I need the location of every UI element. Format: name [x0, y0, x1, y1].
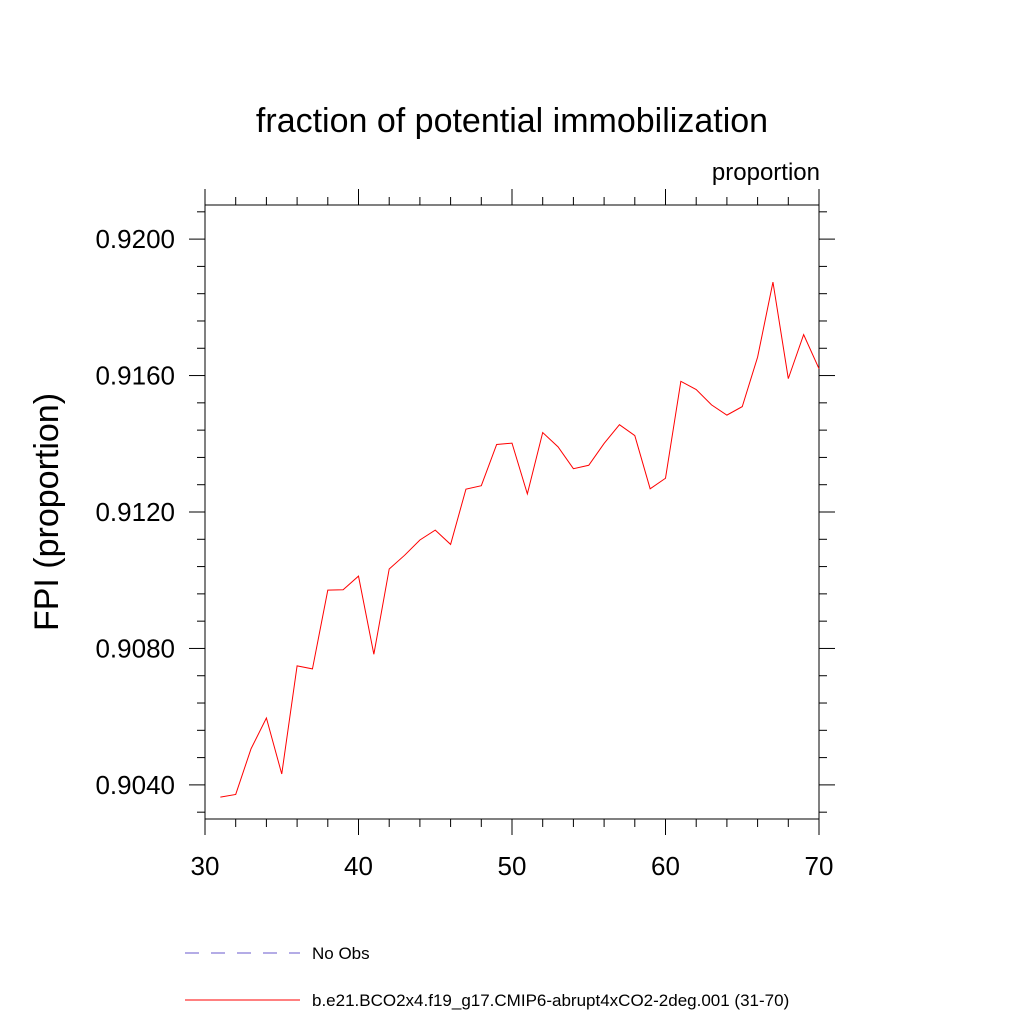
y-tick-label: 0.9200: [95, 224, 175, 254]
x-tick-label: 40: [344, 851, 373, 881]
axis-ticks: [189, 189, 835, 835]
y-tick-label: 0.9080: [95, 633, 175, 663]
y-tick-label: 0.9160: [95, 361, 175, 391]
units-label: proportion: [712, 159, 820, 186]
plot-border: [204, 204, 820, 820]
x-tick-label: 60: [651, 851, 680, 881]
x-tick-label: 50: [498, 851, 527, 881]
series-lines: [220, 281, 820, 798]
plot-frame: [204, 204, 820, 820]
legend-label: No Obs: [312, 944, 370, 963]
y-tick-label: 0.9120: [95, 497, 175, 527]
chart-title: fraction of potential immobilization: [256, 102, 768, 140]
legend: No Obs b.e21.BCO2x4.f19_g17.CMIP6-abrupt4…: [185, 944, 789, 1010]
y-tick-label: 0.9040: [95, 770, 175, 800]
tick-labels: 30 40 50 60 70 0.9040 0.9080 0.9120 0.9160 0.9200: [95, 224, 833, 881]
series-line: [220, 281, 820, 798]
x-tick-label: 70: [805, 851, 834, 881]
x-tick-label: 30: [191, 851, 220, 881]
legend-label: b.e21.BCO2x4.f19_g17.CMIP6-abrupt4xCO2-2…: [312, 991, 789, 1010]
y-axis-label: FPI (proportion): [28, 393, 66, 631]
